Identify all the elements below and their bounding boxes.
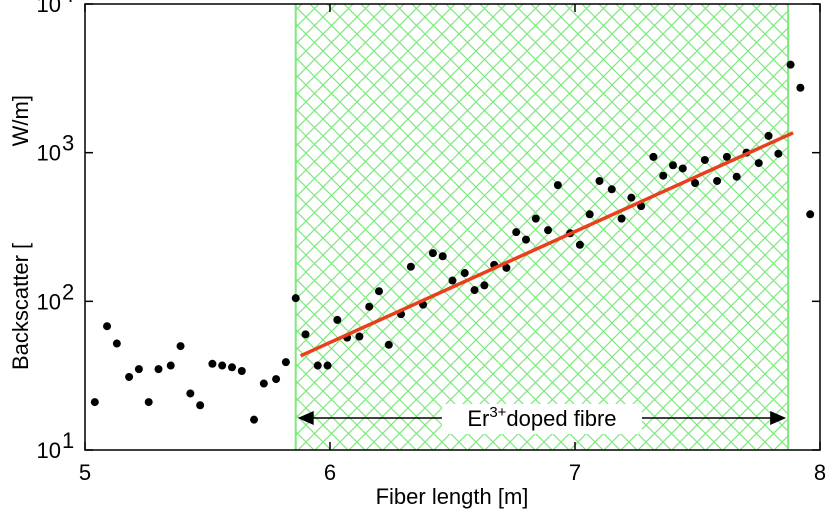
data-point [134,365,143,374]
x-tick-label: 6 [324,460,336,485]
fit-line [299,131,794,358]
data-point [365,302,374,311]
data-point [228,363,236,372]
data-point [796,83,805,92]
data-point [438,252,447,261]
data-point [575,240,584,249]
data-point [272,375,281,384]
y-axis-label: W/m] [8,95,33,146]
data-point [627,193,636,202]
tick-base: 10 [37,141,61,166]
data-point [700,155,709,164]
data-point [154,365,163,374]
tick-base: 10 [37,0,61,17]
data-point [144,398,153,407]
data-point [355,332,364,341]
data-point [384,340,393,349]
arrow-head [297,411,314,425]
x-tick-label: 7 [569,460,581,485]
label-text: Er [467,406,489,431]
x-tick-label: 5 [79,460,91,485]
data-point [607,185,616,194]
y-tick-label: 10 [37,438,61,463]
data-point [428,249,437,258]
data-point [460,269,469,278]
y-tick-exp: 2 [62,279,74,304]
arrow-head [770,411,787,425]
tick-base: 10 [37,438,61,463]
data-point [90,398,99,407]
data-point [512,228,521,237]
data-point [112,339,121,348]
data-point [786,60,795,69]
data-point [291,294,300,303]
data-point [659,171,668,180]
data-point [470,286,479,295]
data-point [732,172,741,181]
data-point [448,276,457,285]
data-point [208,359,217,368]
data-point [502,263,511,272]
data-point [323,361,332,370]
x-axis-label: Fiber length [m] [376,484,529,509]
data-point [544,226,553,235]
data-point [281,358,290,367]
data-point [480,281,489,290]
y-tick-label: 10 [37,141,61,166]
y-tick-exp: 1 [62,428,74,453]
data-point [186,389,195,398]
data-point [103,322,112,331]
data-point [764,131,773,140]
data-point [218,361,227,370]
data-point [713,176,722,185]
data-point [176,342,185,351]
data-point [531,214,540,223]
data-point [250,415,259,424]
data-point [595,176,604,185]
plot-frame [84,3,821,451]
data-point [691,179,700,188]
region-label: Er3+doped fibre [467,404,616,431]
label-text: doped fibre [506,406,616,431]
data-point [522,235,530,244]
data-point [678,164,687,173]
y-tick-label: 10 [37,0,61,17]
data-point [754,159,763,168]
y-tick-exp: 4 [62,0,74,7]
data-point [375,287,383,296]
x-tick-label: 8 [814,460,826,485]
y-tick-exp: 3 [62,131,74,156]
data-point [259,379,268,388]
data-point [313,361,322,370]
data-point [406,262,415,271]
data-point [585,210,594,219]
data-point [301,330,310,339]
data-point [722,152,731,161]
y-tick-label: 10 [37,289,61,314]
data-point [774,149,783,158]
tick-base: 10 [37,289,61,314]
label-bg [441,404,642,434]
label-sup: 3+ [489,404,506,421]
doped-region [295,4,789,450]
data-point [649,152,658,161]
data-point [553,181,562,190]
data-point [333,315,342,324]
data-point [166,361,175,370]
data-point [806,210,815,219]
data-point [196,401,205,410]
data-point [669,161,677,170]
y-axis-label: Backscatter [ [8,243,33,370]
data-point [125,372,134,381]
data-point [617,214,626,223]
data-point [237,366,246,375]
